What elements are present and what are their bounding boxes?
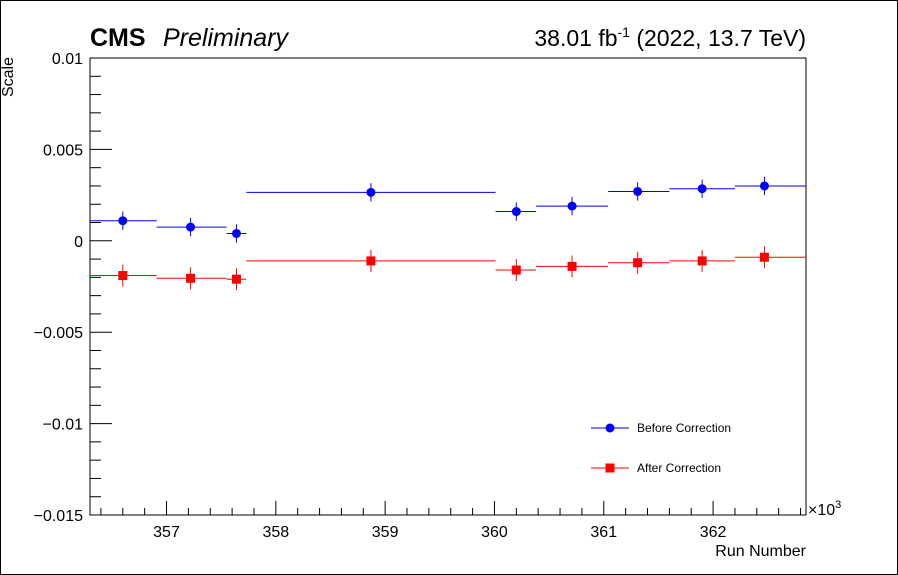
x-multiplier-label: ×103 [808,499,841,519]
y-tick-label: 0.005 [43,142,83,159]
data-point [366,256,376,266]
legend-label: After Correction [637,461,721,475]
lumi-exponent: -1 [618,24,631,40]
data-point [231,274,241,284]
x-multiplier-base: ×10 [808,502,835,519]
experiment-label: CMS [90,24,146,52]
data-point [118,216,128,226]
y-tick-label: 0.01 [52,51,83,68]
luminosity-label: 38.01 fb-1 (2022, 13.7 TeV) [534,24,806,51]
data-point [511,265,521,275]
x-tick-label: 362 [700,524,727,541]
data-point [186,222,196,232]
axes-layer: −0.015 −0.01 −0.005 0 0.005 0.01 357 358 359 360 3… [34,51,802,541]
x-tick-label: 359 [372,524,399,541]
data-point [186,273,196,283]
y-axis-label: Scale [0,57,17,97]
data-point [633,258,643,268]
data-point [697,256,707,266]
data-point [759,252,769,262]
x-tick-label: 358 [262,524,289,541]
data-point [633,186,643,196]
legend-marker [605,463,615,473]
y-tick-label: 0 [74,234,83,251]
lumi-suffix: (2022, 13.7 TeV) [630,25,806,51]
data-point [759,181,769,191]
y-tick-label: −0.015 [34,508,83,525]
x-tick-label: 360 [481,524,508,541]
y-tick-label: −0.005 [34,325,83,342]
data-point [567,261,577,271]
legend-marker [605,423,615,433]
data-point [231,228,241,238]
series-before-correction [90,176,806,243]
status-label: Preliminary [163,24,290,52]
legend: Before Correction After Correction [591,421,731,475]
data-point [697,184,707,194]
data-layer [90,176,806,291]
x-multiplier-exponent: 3 [835,499,841,511]
data-point [118,271,128,281]
x-tick-label: 357 [153,524,180,541]
x-axis-label: Run Number [715,543,806,560]
series-after-correction [90,246,806,291]
lumi-value: 38.01 fb [534,25,617,51]
y-tick-label: −0.01 [43,417,84,434]
data-point [567,201,577,211]
data-point [511,207,521,217]
data-point [366,187,376,197]
plot-frame [89,57,807,516]
legend-label: Before Correction [637,421,731,435]
x-tick-label: 361 [590,524,617,541]
